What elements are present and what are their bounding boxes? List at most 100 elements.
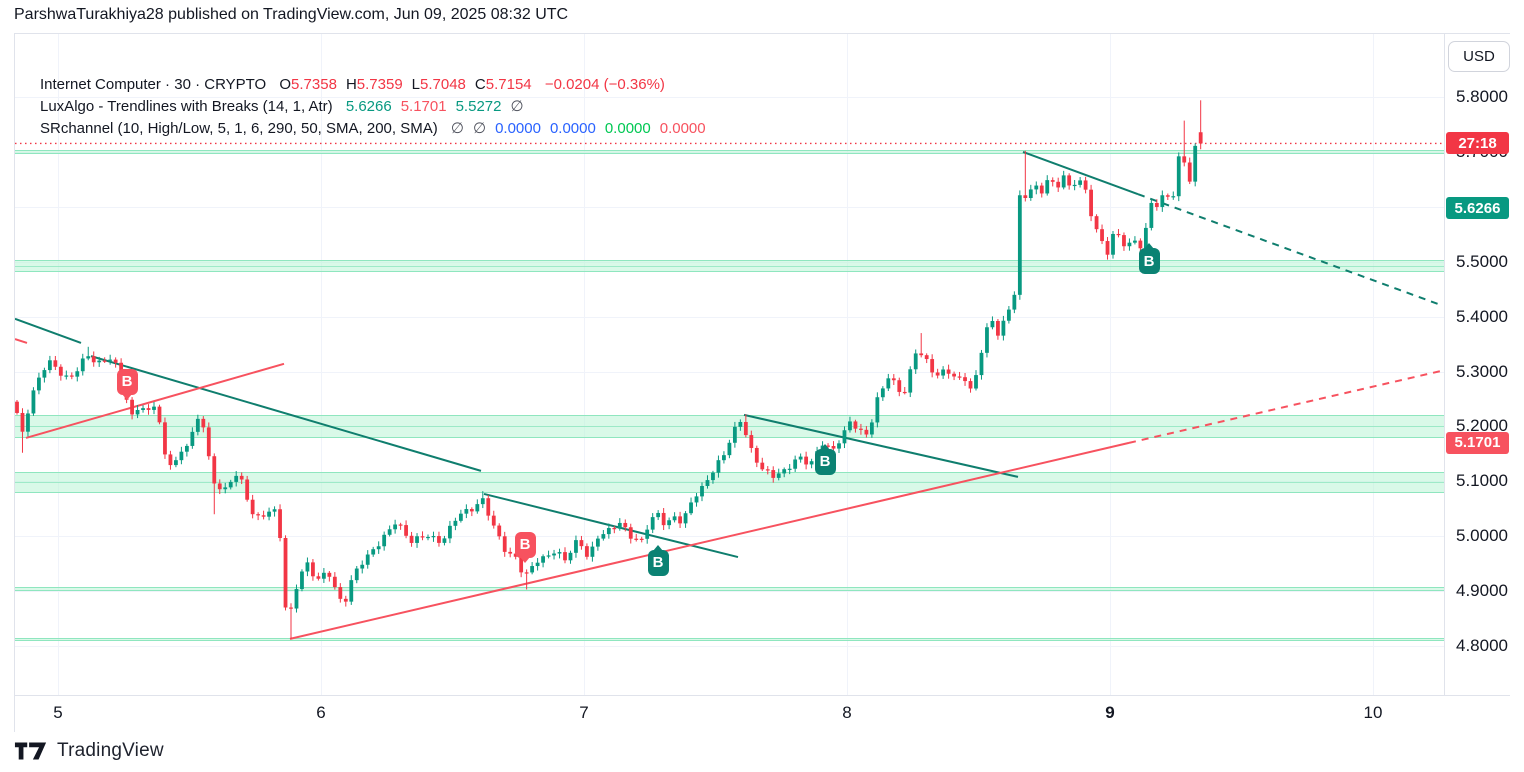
v-gridline (1110, 34, 1111, 695)
candle-up (387, 529, 392, 535)
candle-down (1165, 195, 1170, 197)
legend-symbol-row[interactable]: Internet Computer · 30 · CRYPTO O5.7358 H… (40, 74, 706, 95)
candle-up (360, 564, 365, 569)
candle-up (546, 555, 551, 557)
h-gridline (15, 97, 1444, 98)
candle-up (886, 378, 891, 389)
candle-down (91, 356, 96, 363)
candle-up (848, 421, 852, 431)
candle-up (837, 443, 841, 449)
candle-up (1127, 242, 1132, 247)
candle-up (179, 451, 184, 461)
candle-down (437, 536, 441, 543)
candle-down (168, 454, 173, 466)
candle-down (1039, 185, 1044, 194)
candle-down (519, 556, 524, 573)
price-axis-label: 4.8000 (1456, 636, 1508, 655)
candle-up (448, 525, 452, 539)
candle-up (354, 568, 359, 581)
candle-down (497, 525, 502, 537)
time-axis[interactable]: 5 6 7 8 9 10 (15, 695, 1510, 732)
candle-down (957, 376, 962, 378)
candle-down (1056, 181, 1061, 188)
tradingview-logo[interactable]: TradingView (14, 740, 164, 762)
teal-trendline-extension (1137, 193, 1442, 307)
candle-down (765, 469, 770, 471)
candle-up (557, 552, 562, 554)
v-gridline (58, 34, 59, 695)
indicator-value: 5.1701 (400, 98, 447, 115)
price-axis[interactable]: USD 5.80005.70005.60005.50005.40005.3000… (1444, 34, 1511, 695)
time-axis-label-day-6: 6 (316, 703, 326, 722)
candle-up (1028, 189, 1033, 198)
candle-up (97, 360, 102, 363)
candle-down (831, 446, 836, 449)
candle-down (20, 412, 25, 432)
teal-trendline (15, 317, 82, 344)
candle-down (1105, 241, 1110, 255)
price-axis-label: 5.1000 (1456, 471, 1508, 491)
candle-up (941, 369, 946, 376)
candle-up (1001, 320, 1006, 336)
sr-zone (15, 587, 1444, 591)
ohlc-value: H5.7359 (345, 76, 403, 93)
candle-up (64, 375, 69, 377)
candle-up (365, 554, 370, 565)
v-gridline (847, 34, 848, 695)
candle-up (732, 426, 737, 443)
candle-up (722, 455, 726, 461)
candle-down (278, 509, 282, 538)
candle-down (53, 360, 58, 367)
candle-down (760, 462, 765, 470)
candle-up (480, 498, 485, 505)
candle-up (787, 468, 792, 470)
teal-trendline (90, 355, 482, 472)
candle-down (804, 456, 809, 465)
candle-down (409, 535, 414, 543)
candle-up (37, 377, 41, 391)
candle-down (201, 418, 206, 428)
bar-countdown-tag: 27:18 (1446, 132, 1509, 155)
candle-up (809, 461, 814, 465)
candle-down (963, 377, 967, 382)
candle-up (431, 536, 436, 538)
candle-up (464, 509, 469, 514)
candle-up (321, 572, 326, 579)
candle-down (1023, 195, 1028, 198)
candle-up (141, 408, 145, 410)
chart-pane[interactable]: B B B B B Internet Computer · 30 · CRYPTO O5… (15, 34, 1444, 695)
legend-luxalgo-row[interactable]: LuxAlgo - Trendlines with Breaks (14, 1,… (40, 96, 706, 117)
sr-zone-midline (15, 482, 1444, 484)
candle-up (716, 460, 721, 473)
candle-up (47, 360, 52, 371)
h-gridline (15, 206, 1444, 208)
candle-up (442, 538, 447, 543)
candle-down (952, 373, 956, 377)
candle-up (1072, 184, 1077, 187)
legend-srchannel-row[interactable]: SRchannel (10, High/Low, 5, 1, 6, 290, 5… (40, 118, 706, 139)
candle-down (935, 372, 940, 376)
candle-up (913, 353, 918, 370)
candle-up (875, 397, 880, 423)
candle-up (705, 480, 710, 487)
bullish-break-label: B (647, 544, 669, 576)
candle-down (639, 538, 644, 540)
candle-down (968, 381, 973, 389)
candle-down (579, 540, 584, 547)
candle-up (1017, 195, 1022, 295)
red-trendline (25, 362, 285, 439)
candle-down (1154, 202, 1159, 207)
candle-down (113, 359, 118, 363)
candle-down (58, 366, 63, 376)
indicator-value: 0.0000 (604, 120, 651, 137)
luxalgo-values: 5.6266 5.1701 5.5272 ∅ (337, 98, 524, 115)
candle-down (217, 483, 222, 490)
candle-down (678, 516, 682, 524)
tradingview-mark-icon (14, 742, 47, 760)
sr-zone-midline (15, 266, 1444, 268)
symbol-title: Internet Computer · 30 · CRYPTO (40, 76, 267, 93)
candle-down (311, 562, 315, 577)
v-gridline (1373, 34, 1374, 695)
chart-widget: B B B B B Internet Computer · 30 · CRYPTO O5… (14, 33, 1511, 732)
currency-toggle-button[interactable]: USD (1448, 41, 1510, 72)
